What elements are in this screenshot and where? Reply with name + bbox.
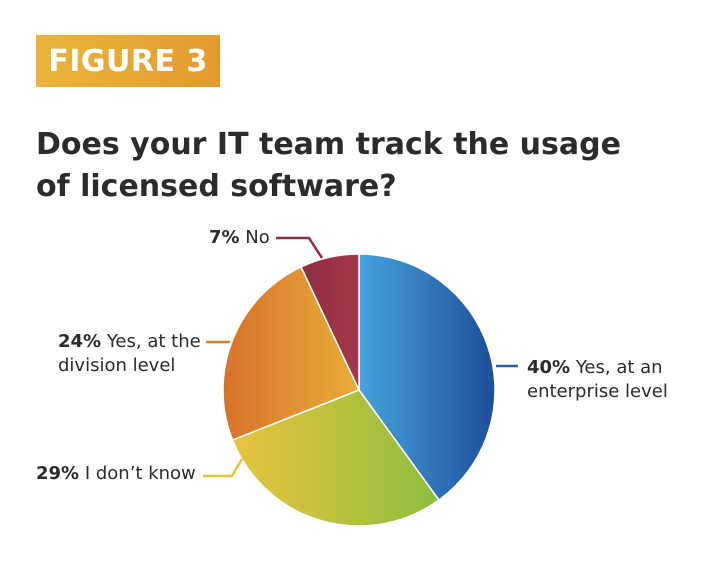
label-division-text1: Yes, at the: [106, 331, 201, 352]
leader-no: [276, 236, 324, 259]
label-dont-know-percent: 29%: [36, 463, 80, 484]
slice-enterprise: [358, 253, 496, 502]
label-enterprise-text1: Yes, at an: [575, 357, 663, 378]
label-enterprise-percent: 40%: [527, 357, 571, 378]
label-dont-know-text: I don’t know: [84, 463, 196, 484]
label-division-percent: 24%: [58, 331, 102, 352]
leader-dont-know: [203, 458, 244, 478]
label-division-text2: division level: [58, 355, 176, 376]
slice-division: [222, 265, 361, 442]
slice-no: [300, 253, 360, 391]
label-dont-know: 29% I don’t know: [36, 462, 196, 486]
chart-title: Does your IT team track the usage of lic…: [36, 127, 621, 204]
label-no-percent: 7%: [209, 227, 240, 248]
slice-dont-know: [231, 389, 440, 527]
label-enterprise-text2: enterprise level: [527, 381, 668, 402]
label-no-text: No: [245, 227, 270, 248]
label-enterprise: 40% Yes, at an enterprise level: [527, 356, 668, 404]
label-no: 7% No: [209, 226, 270, 250]
figure-badge: FIGURE 3: [36, 35, 220, 87]
label-division: 24% Yes, at the division level: [58, 330, 201, 378]
figure-label: FIGURE 3: [48, 43, 208, 79]
